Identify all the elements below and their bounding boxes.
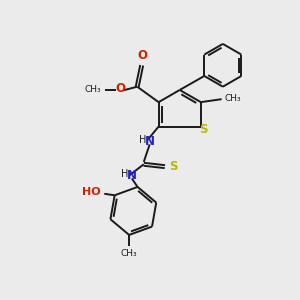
Text: O: O xyxy=(137,49,147,62)
Text: S: S xyxy=(199,123,208,136)
Text: HO: HO xyxy=(82,187,100,197)
Text: S: S xyxy=(169,160,178,172)
Text: H: H xyxy=(139,135,146,145)
Text: N: N xyxy=(127,169,137,182)
Text: CH₃: CH₃ xyxy=(84,85,101,94)
Text: N: N xyxy=(145,135,155,148)
Text: CH₃: CH₃ xyxy=(225,94,241,103)
Text: H: H xyxy=(121,169,128,179)
Text: O: O xyxy=(116,82,126,95)
Text: CH₃: CH₃ xyxy=(121,249,137,258)
